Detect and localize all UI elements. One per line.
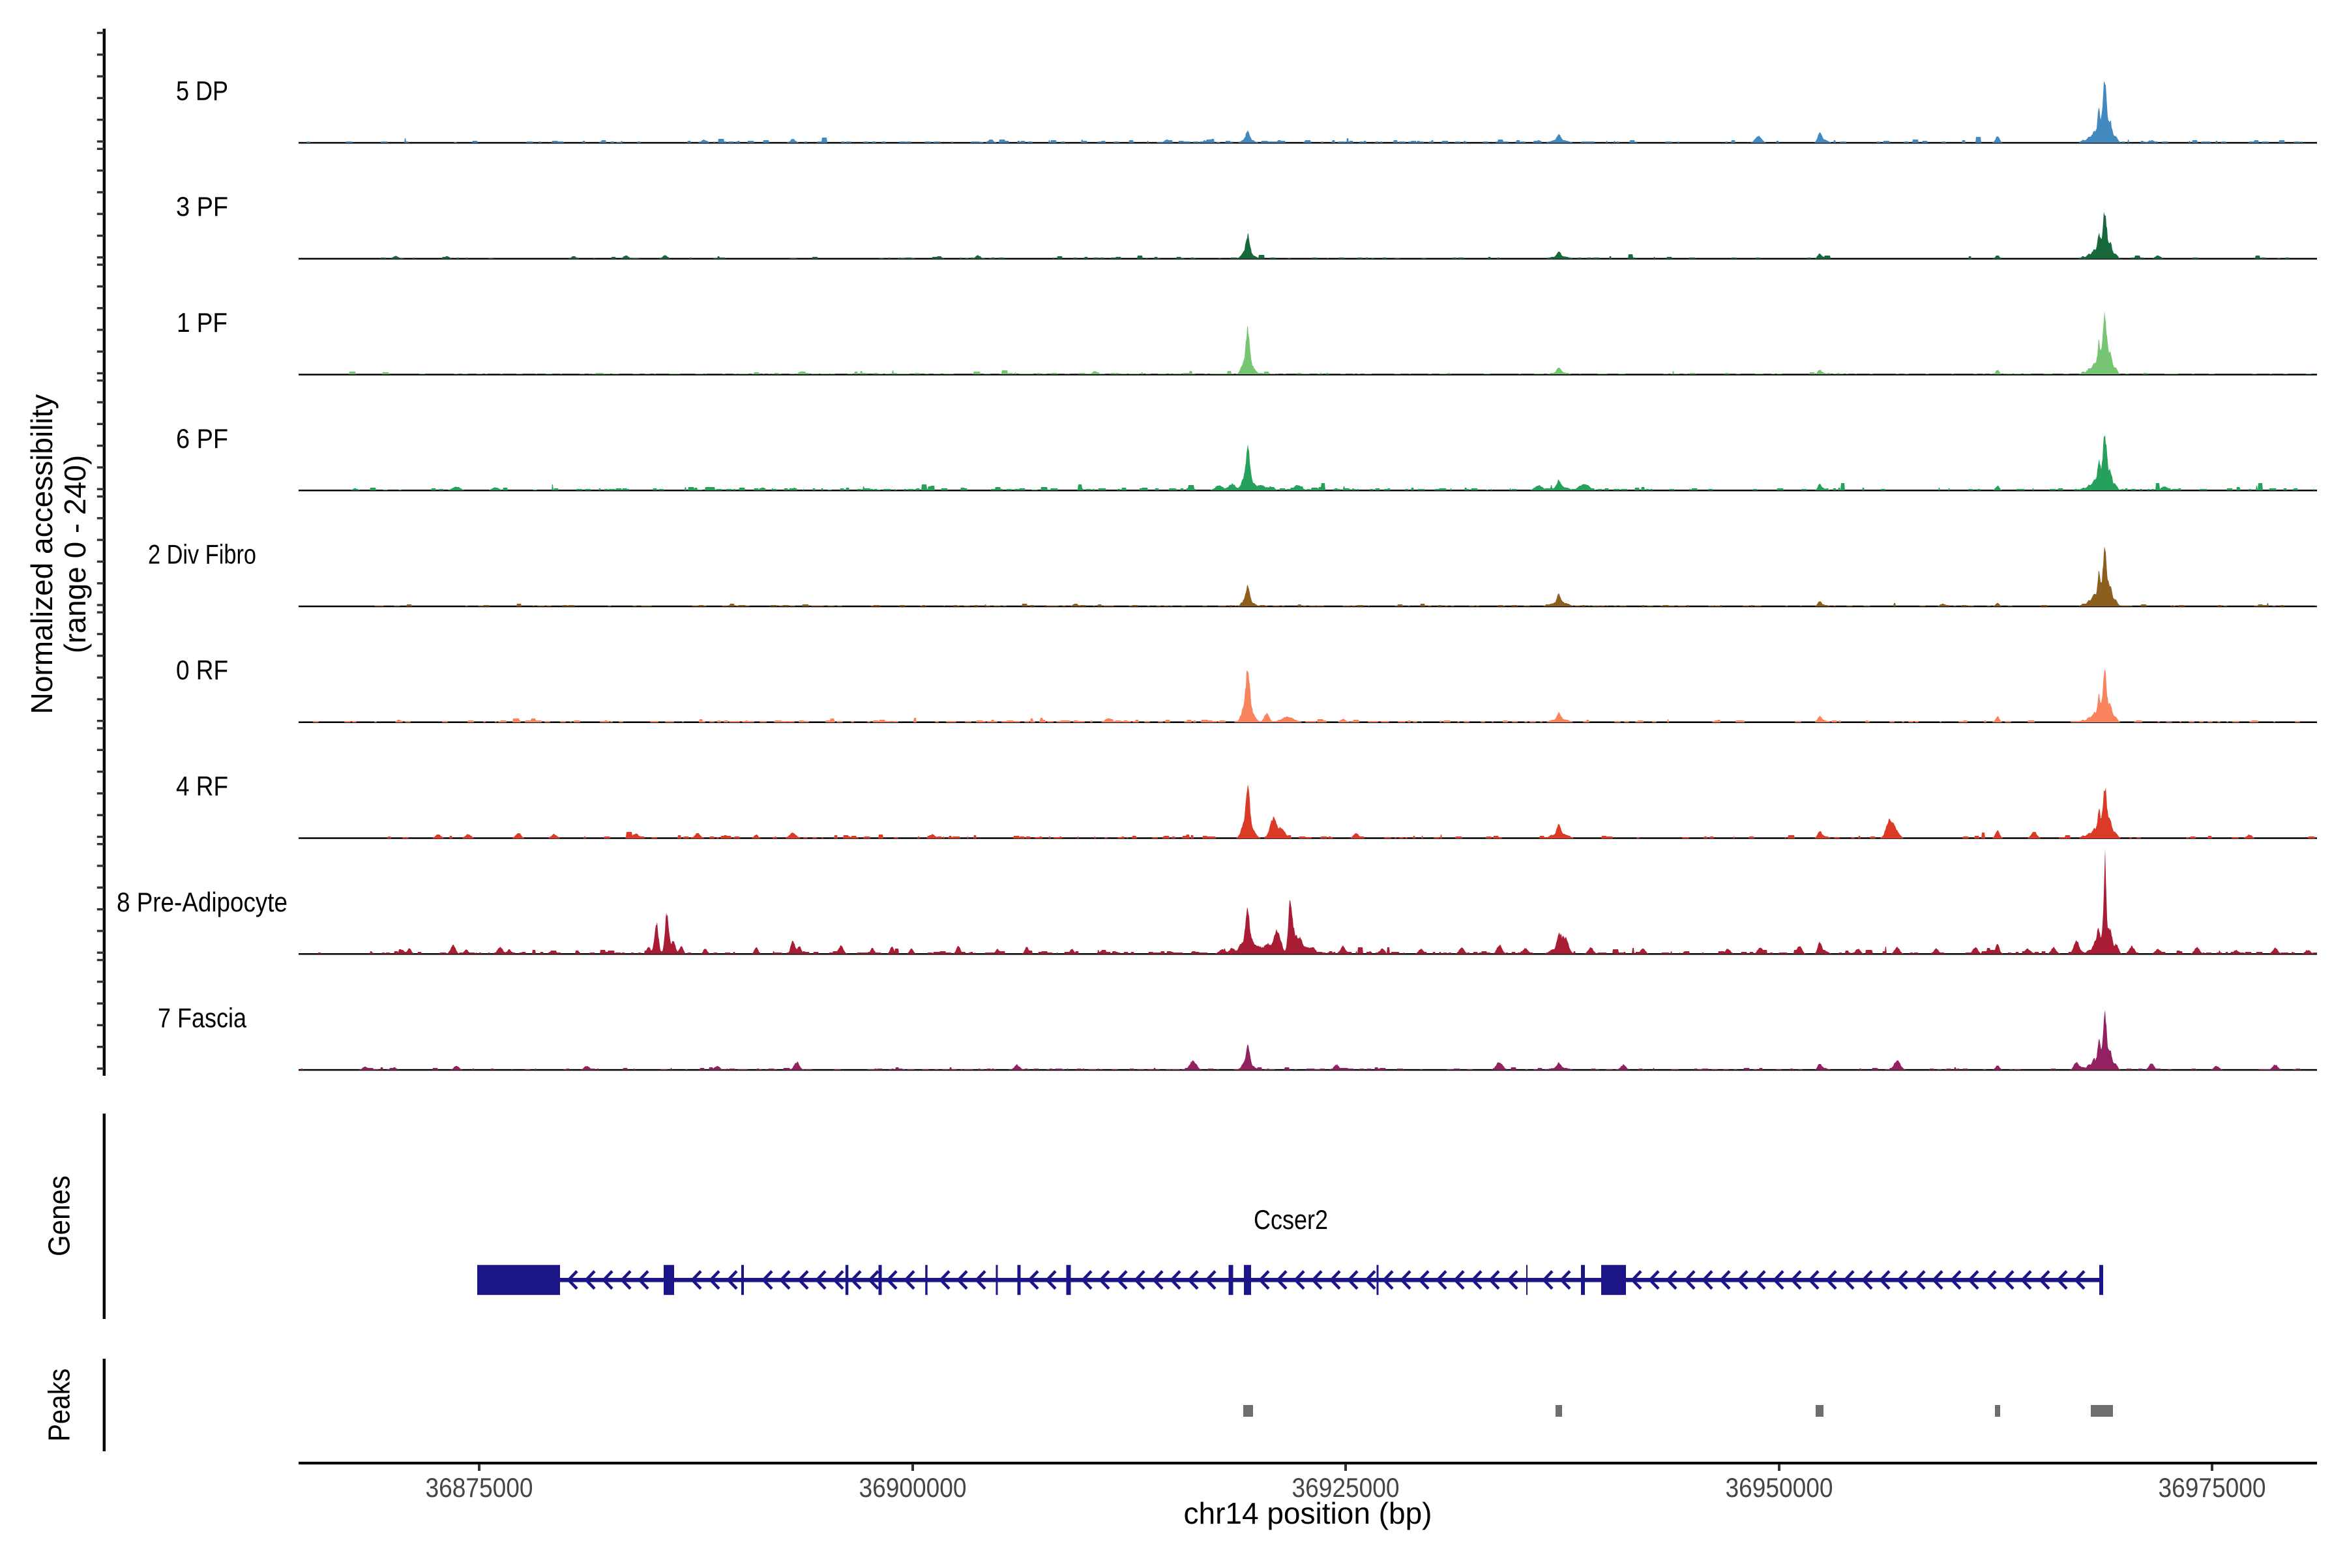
svg-text:4 RF: 4 RF xyxy=(176,771,228,801)
svg-text:36900000: 36900000 xyxy=(859,1472,967,1503)
svg-text:Genes: Genes xyxy=(42,1176,76,1256)
svg-text:3 PF: 3 PF xyxy=(176,191,228,222)
svg-text:5 DP: 5 DP xyxy=(176,76,228,106)
svg-text:36875000: 36875000 xyxy=(426,1472,533,1503)
svg-text:8 Pre-Adipocyte: 8 Pre-Adipocyte xyxy=(117,887,288,917)
svg-text:0 RF: 0 RF xyxy=(176,655,228,685)
svg-text:36950000: 36950000 xyxy=(1726,1472,1833,1503)
svg-text:1 PF: 1 PF xyxy=(177,307,228,338)
svg-text:Normalized accessibility: Normalized accessibility xyxy=(25,394,59,715)
svg-text:Ccser2: Ccser2 xyxy=(1254,1204,1328,1235)
svg-text:36975000: 36975000 xyxy=(2159,1472,2266,1503)
svg-text:chr14 position (bp): chr14 position (bp) xyxy=(1184,1496,1432,1530)
svg-text:6 PF: 6 PF xyxy=(176,423,228,454)
svg-text:7 Fascia: 7 Fascia xyxy=(158,1003,247,1033)
svg-text:(range 0 - 240): (range 0 - 240) xyxy=(58,455,92,653)
svg-text:2 Div Fibro: 2 Div Fibro xyxy=(148,539,256,570)
svg-text:36925000: 36925000 xyxy=(1292,1472,1400,1503)
svg-text:Peaks: Peaks xyxy=(42,1368,76,1442)
